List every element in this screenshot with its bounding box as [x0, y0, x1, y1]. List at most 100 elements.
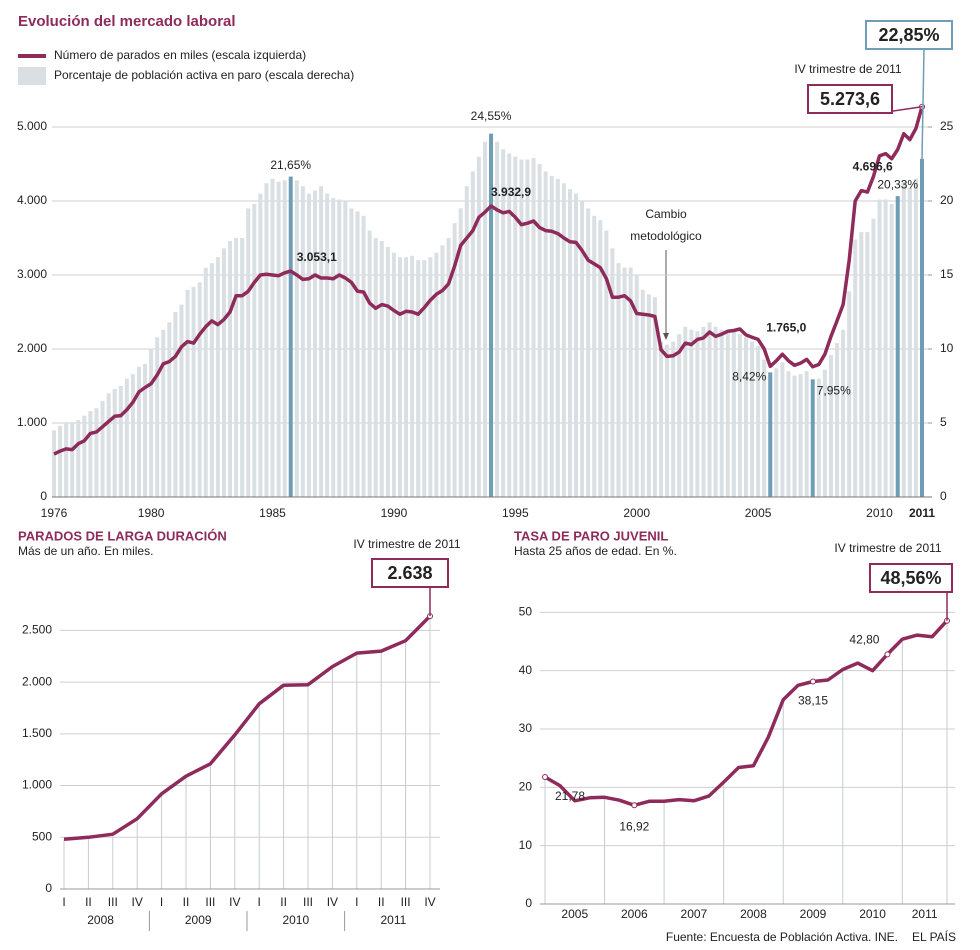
bar — [258, 193, 263, 497]
y-tick-label: 2.500 — [22, 623, 52, 637]
bar — [197, 282, 202, 497]
bar — [88, 411, 93, 497]
bar — [495, 141, 500, 498]
x-tick-label: 1976 — [41, 506, 68, 520]
bar — [865, 232, 870, 497]
x-tick-label: 1980 — [138, 506, 165, 520]
bar — [652, 297, 657, 497]
bar — [94, 408, 99, 497]
bar — [658, 341, 663, 497]
y-tick-label: 3.000 — [17, 267, 47, 281]
bar — [574, 193, 579, 497]
bar — [907, 187, 912, 497]
bar — [276, 181, 281, 497]
bar — [640, 289, 645, 497]
bar — [234, 238, 239, 497]
x-tick-label: III — [205, 895, 215, 909]
y-tick-label: 20 — [519, 780, 533, 794]
bar — [240, 238, 245, 497]
legend-swatch — [18, 67, 46, 85]
point — [631, 802, 638, 809]
y2-tick-label: 10 — [940, 341, 954, 355]
bar — [507, 153, 512, 497]
line-label: 3.932,9 — [491, 185, 531, 199]
bar — [549, 175, 554, 497]
line-label: 3.053,1 — [297, 250, 337, 264]
bar — [428, 257, 433, 497]
group-label: 2006 — [621, 907, 648, 921]
y-tick-label: 1.500 — [22, 726, 52, 740]
bar — [155, 337, 160, 497]
y-tick-label: 2.000 — [17, 341, 47, 355]
group-label: 2011 — [912, 907, 938, 921]
bar — [440, 245, 445, 497]
y-tick-label: 500 — [32, 829, 52, 843]
y-tick-label: 1.000 — [22, 778, 52, 792]
bar — [743, 337, 748, 497]
y-tick-label: 2.000 — [22, 674, 52, 688]
y-tick-label: 5.000 — [17, 119, 47, 133]
bar — [397, 257, 402, 497]
x-tick-label: 2000 — [623, 506, 650, 520]
bar-label: 21,65% — [270, 158, 311, 172]
bar — [531, 158, 536, 497]
line-label: 4.696,6 — [853, 160, 893, 174]
bar — [446, 238, 451, 497]
point — [810, 678, 816, 685]
bar — [203, 267, 208, 497]
y-tick-label: 0 — [45, 881, 52, 895]
callout-box — [807, 84, 893, 114]
bar — [264, 183, 269, 498]
line — [53, 106, 924, 456]
x-tick-label: III — [401, 895, 411, 909]
bar — [719, 329, 724, 497]
bar — [580, 201, 585, 497]
y-tick-label: 10 — [519, 838, 533, 852]
bar — [385, 246, 390, 497]
y-tick-label: 0 — [40, 489, 47, 503]
line-label: 38,15 — [798, 694, 828, 708]
bar — [185, 289, 190, 497]
bar — [288, 176, 293, 497]
x-tick-label: IV — [132, 895, 143, 909]
bar — [604, 230, 609, 497]
x-tick-label: II — [280, 895, 287, 909]
bar — [628, 267, 633, 497]
bar — [118, 386, 123, 497]
bar — [555, 178, 560, 498]
bar — [895, 196, 900, 497]
bar — [889, 203, 894, 497]
x-tick-label: 1990 — [381, 506, 408, 520]
bar — [361, 215, 366, 498]
bar — [537, 164, 542, 497]
x-tick-label: 1995 — [502, 506, 529, 520]
bar — [847, 291, 852, 497]
x-tick-label: IV — [424, 895, 435, 909]
bar — [634, 275, 639, 497]
bar — [161, 329, 166, 497]
callout-box — [371, 558, 449, 588]
annotation: IV trimestre de 2011 — [794, 62, 901, 76]
bar — [221, 248, 226, 497]
x-tick-label: IV — [229, 895, 240, 909]
bar — [828, 354, 833, 497]
bar — [750, 341, 755, 497]
bar — [294, 180, 299, 497]
bar — [191, 286, 196, 497]
bar — [300, 186, 305, 497]
y-tick-label: 4.000 — [17, 193, 47, 207]
bar — [756, 346, 761, 497]
bar — [683, 326, 688, 497]
y2-tick-label: 20 — [940, 193, 954, 207]
bar — [58, 425, 63, 497]
bar — [343, 201, 348, 497]
y2-tick-label: 25 — [940, 119, 954, 133]
bar — [725, 331, 730, 497]
bar — [143, 363, 148, 497]
bar — [671, 341, 676, 497]
bar — [567, 189, 572, 497]
bar — [100, 400, 105, 497]
bar — [149, 349, 154, 497]
y-tick-label: 50 — [519, 605, 533, 619]
